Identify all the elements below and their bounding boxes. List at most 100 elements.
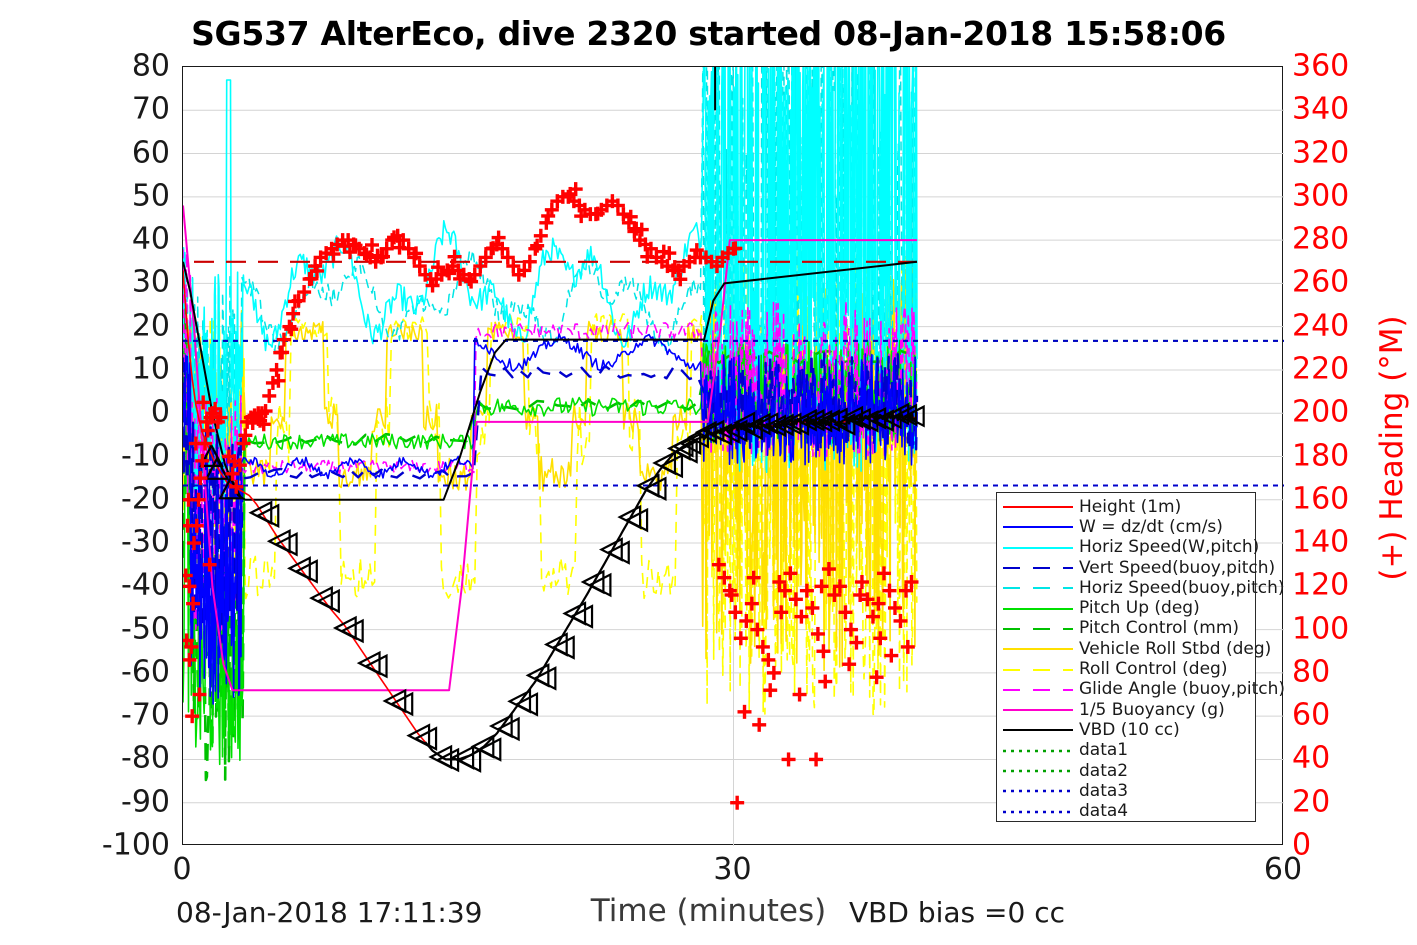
heading-marker <box>275 345 290 360</box>
legend-item[interactable]: 1/5 Buoyancy (g) <box>997 700 1255 720</box>
height-marker <box>477 737 502 762</box>
height-marker <box>659 453 684 479</box>
legend-item[interactable]: data3 <box>997 781 1255 801</box>
legend-item-label: Height (1m) <box>1079 496 1182 517</box>
heading-marker <box>900 639 915 654</box>
heading-marker <box>447 249 462 264</box>
heading-marker <box>744 596 759 611</box>
heading-marker <box>673 272 688 287</box>
heading-marker <box>188 436 203 451</box>
heading-marker <box>291 293 306 308</box>
legend-item-label: Horiz Speed(W,pitch) <box>1079 537 1260 558</box>
legend-item[interactable]: Roll Control (deg) <box>997 659 1255 679</box>
page-title: SG537 AlterEco, dive 2320 started 08-Jan… <box>191 14 1226 53</box>
legend-item[interactable]: data1 <box>997 741 1255 761</box>
height-marker-up <box>199 443 224 467</box>
heading-marker <box>186 596 201 611</box>
heading-marker <box>869 670 884 685</box>
heading-marker <box>733 631 748 646</box>
height-marker <box>624 507 649 533</box>
x-axis-label: Time (minutes) <box>590 893 827 929</box>
legend-line-swatch <box>1003 723 1073 737</box>
height-marker <box>550 635 575 660</box>
heading-marker <box>788 592 803 607</box>
legend-item-label: 1/5 Buoyancy (g) <box>1079 699 1225 720</box>
heading-marker <box>539 215 554 230</box>
heading-marker <box>849 635 864 650</box>
y-axis-left-tick: 0 <box>150 394 170 430</box>
legend-item[interactable]: data4 <box>997 801 1255 821</box>
heading-marker <box>842 657 857 672</box>
heading-marker <box>297 285 312 300</box>
heading-marker <box>662 246 677 261</box>
legend-line-swatch <box>1003 520 1073 534</box>
vbd-line <box>183 260 918 501</box>
y-axis-left-tick: -50 <box>121 611 170 647</box>
legend-item[interactable]: Height (1m) <box>997 497 1255 517</box>
height-marker <box>273 531 298 557</box>
y-axis-right-tick: 200 <box>1292 394 1350 430</box>
w-dzdt-line <box>183 333 918 705</box>
legend-item[interactable]: Pitch Control (mm) <box>997 619 1255 639</box>
y-axis-right-tick: 60 <box>1292 697 1331 733</box>
heading-marker <box>495 241 510 256</box>
vbd-bias-label: VBD bias =0 cc <box>849 896 1065 929</box>
legend-item[interactable]: Vehicle Roll Stbd (deg) <box>997 639 1271 659</box>
y-axis-left-tick: 30 <box>131 264 170 300</box>
heading-marker <box>724 587 739 602</box>
heading-marker <box>491 230 506 245</box>
height-marker <box>895 403 918 427</box>
legend-item[interactable]: Horiz Speed(buoy,pitch) <box>997 578 1285 598</box>
y-axis-left-tick: -90 <box>121 784 170 820</box>
heading-marker <box>728 241 743 256</box>
y-axis-right-tick: 0 <box>1292 827 1312 863</box>
heading-marker <box>236 436 251 451</box>
legend-item[interactable]: Horiz Speed(W,pitch) <box>997 538 1259 558</box>
legend-line-swatch <box>1003 581 1073 595</box>
heading-marker <box>195 453 210 468</box>
height-marker <box>255 503 280 529</box>
heading-marker <box>196 395 211 410</box>
heading-marker <box>376 249 391 264</box>
y-axis-left-tick: -100 <box>101 827 170 863</box>
y-axis-left-tick: 40 <box>131 221 170 257</box>
heading-marker <box>238 428 253 443</box>
heading-marker <box>544 202 559 217</box>
heading-marker <box>838 605 853 620</box>
heading-marker <box>442 266 457 281</box>
legend-item[interactable]: data2 <box>997 761 1255 781</box>
legend-line-swatch <box>1003 500 1073 514</box>
legend-box[interactable]: Height (1m) W = dz/dt (cm/s) Horiz Speed(W… <box>996 492 1285 822</box>
y-axis-right-tick: 220 <box>1292 351 1350 387</box>
plot-canvas <box>183 67 1284 846</box>
legend-item[interactable]: Vert Speed(buoy,pitch) <box>997 558 1275 578</box>
legend-item[interactable]: Glide Angle (buoy,pitch) <box>997 680 1285 700</box>
height-marker <box>495 716 520 742</box>
y-axis-left-tick: -40 <box>121 567 170 603</box>
y-axis-right-tick: 40 <box>1292 740 1331 776</box>
height-marker <box>569 604 594 629</box>
legend-item-label: Glide Angle (buoy,pitch) <box>1079 679 1286 700</box>
y-axis-right-tick: 120 <box>1292 567 1350 603</box>
heading-marker <box>183 579 197 594</box>
heading-marker <box>884 648 899 663</box>
heading-marker <box>711 557 726 572</box>
legend-line-swatch <box>1003 642 1073 656</box>
heading-marker <box>202 557 217 572</box>
heading-marker <box>810 626 825 641</box>
heading-marker <box>709 259 724 274</box>
legend-item[interactable]: W = dz/dt (cm/s) <box>997 517 1255 537</box>
heading-marker <box>185 709 200 724</box>
legend-item[interactable]: Pitch Up (deg) <box>997 598 1255 618</box>
heading-marker <box>805 600 820 615</box>
y-axis-right-tick: 360 <box>1292 48 1350 84</box>
y-axis-left-tick: -30 <box>121 524 170 560</box>
height-marker <box>779 412 802 436</box>
legend-line-swatch <box>1003 764 1073 778</box>
heading-marker <box>904 575 919 590</box>
heading-marker <box>530 238 545 253</box>
legend-item[interactable]: VBD (10 cc) <box>997 720 1255 740</box>
heading-marker <box>467 267 482 282</box>
legend-item-label: data2 <box>1079 760 1129 781</box>
height-marker <box>389 691 414 717</box>
